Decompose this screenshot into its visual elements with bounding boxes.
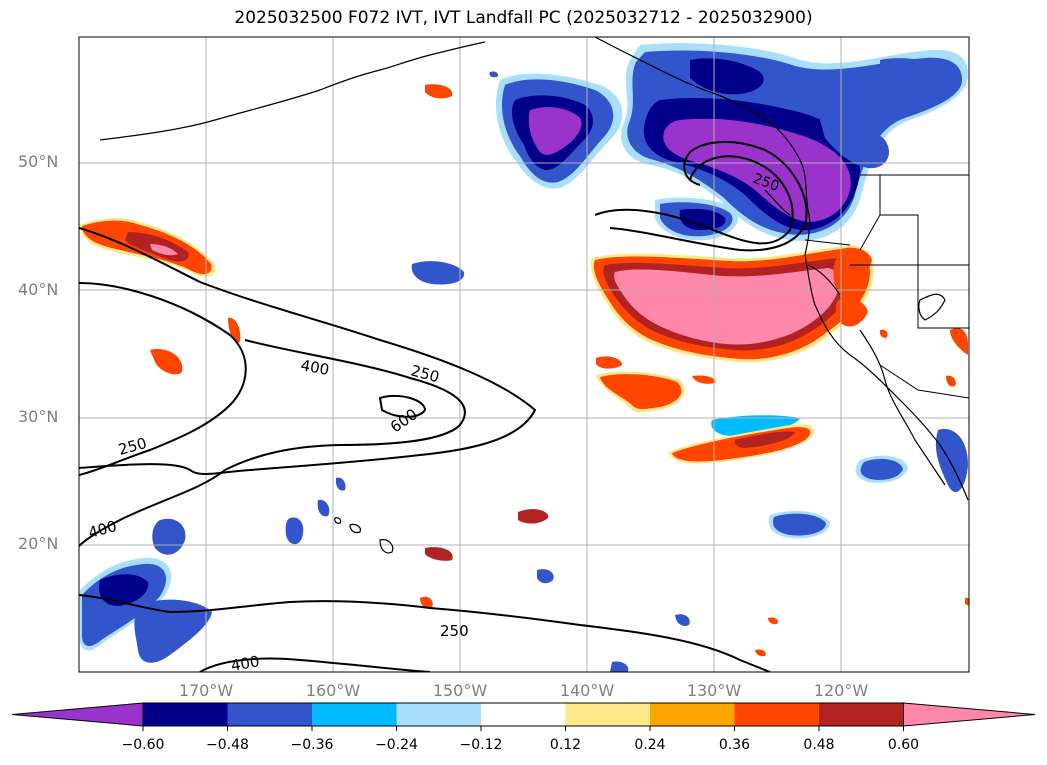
colorbar-tick-label: −0.60	[121, 737, 165, 753]
lon-label: 160°W	[305, 681, 361, 700]
negative-pc-regions	[80, 43, 968, 672]
colorbar-tick-label: 0.36	[718, 737, 751, 753]
colorbar-tick-label: −0.48	[206, 737, 249, 753]
lat-label: 40°N	[18, 280, 59, 299]
colorbar-tick-label: 0.12	[549, 737, 582, 753]
colorbar-segment	[312, 703, 397, 726]
colorbar-segment	[227, 703, 313, 726]
colorbar-tick-label: −0.24	[375, 737, 418, 753]
colorbar-segment	[396, 703, 482, 726]
colorbar-segment	[819, 703, 904, 726]
contour-label: 400	[230, 652, 261, 675]
colorbar-segment	[650, 703, 735, 726]
lon-label: 120°W	[813, 681, 869, 700]
political-borders	[804, 174, 969, 399]
graticule	[79, 37, 969, 672]
ivt-contours	[79, 141, 808, 672]
lon-label: 140°W	[559, 681, 615, 700]
colorbar-tick-label: −0.36	[290, 737, 334, 753]
colorbar-outline	[142, 702, 904, 727]
colorbar-segment	[565, 703, 651, 726]
colorbar-tick-label: 0.48	[803, 737, 835, 753]
lon-label: 170°W	[178, 681, 234, 700]
coastlines	[99, 37, 969, 554]
colorbar-segment	[481, 703, 566, 726]
colorbar-extend-low	[11, 702, 144, 727]
colorbar-tick-label: 0.60	[887, 737, 920, 753]
lon-label: 150°W	[432, 681, 488, 700]
colorbar-segment	[143, 703, 228, 726]
lat-label: 50°N	[18, 152, 59, 171]
positive-pc-regions	[80, 84, 969, 657]
colorbar-tick-label: 0.24	[634, 737, 666, 753]
lat-label: 20°N	[18, 534, 59, 553]
map-title: 2025032500 F072 IVT, IVT Landfall PC (20…	[234, 8, 813, 28]
colorbar-extend-high	[903, 702, 1036, 727]
colorbar-tick-label: −0.12	[459, 737, 503, 753]
lon-label: 130°W	[686, 681, 742, 700]
lat-label: 30°N	[18, 407, 59, 426]
contour-label: 250	[440, 622, 469, 640]
colorbar-segment	[734, 703, 820, 726]
contour-label: 400	[299, 356, 330, 379]
colorbar	[11, 702, 1036, 731]
